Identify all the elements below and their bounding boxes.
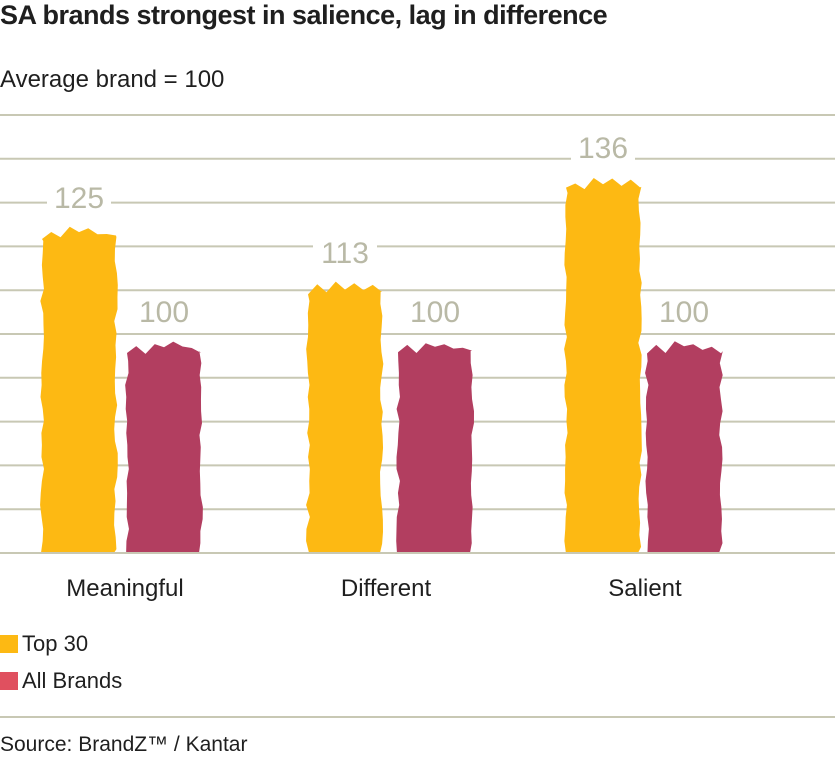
source-note: Source: BrandZ™ / Kantar <box>0 733 247 757</box>
bar-all-brands-different <box>396 343 474 553</box>
bar-top-30-salient <box>564 178 642 553</box>
bar-top-30-different <box>306 282 383 553</box>
bar-all-brands-meaningful <box>125 342 203 553</box>
legend-item-top-30: Top 30 <box>0 631 88 657</box>
legend-swatch <box>0 635 18 653</box>
legend-label: All Brands <box>22 668 122 694</box>
value-label: 113 <box>321 237 369 270</box>
bar-all-brands-salient <box>645 341 723 553</box>
bar-chart: 125 100 Meaningful 113 100 Different 136 100 Sal… <box>0 0 835 620</box>
divider <box>0 716 835 718</box>
value-label: 100 <box>139 296 189 329</box>
x-tick-label: Meaningful <box>66 575 183 602</box>
legend-swatch <box>0 672 18 690</box>
value-label: 100 <box>659 296 709 329</box>
legend-label: Top 30 <box>22 631 88 657</box>
x-tick-label: Different <box>341 575 432 602</box>
value-label: 100 <box>410 296 460 329</box>
value-label: 136 <box>578 132 628 165</box>
value-label: 125 <box>54 182 104 215</box>
legend-item-all-brands: All Brands <box>0 668 122 694</box>
x-tick-label: Salient <box>608 575 682 602</box>
bar-top-30-meaningful <box>40 227 118 553</box>
